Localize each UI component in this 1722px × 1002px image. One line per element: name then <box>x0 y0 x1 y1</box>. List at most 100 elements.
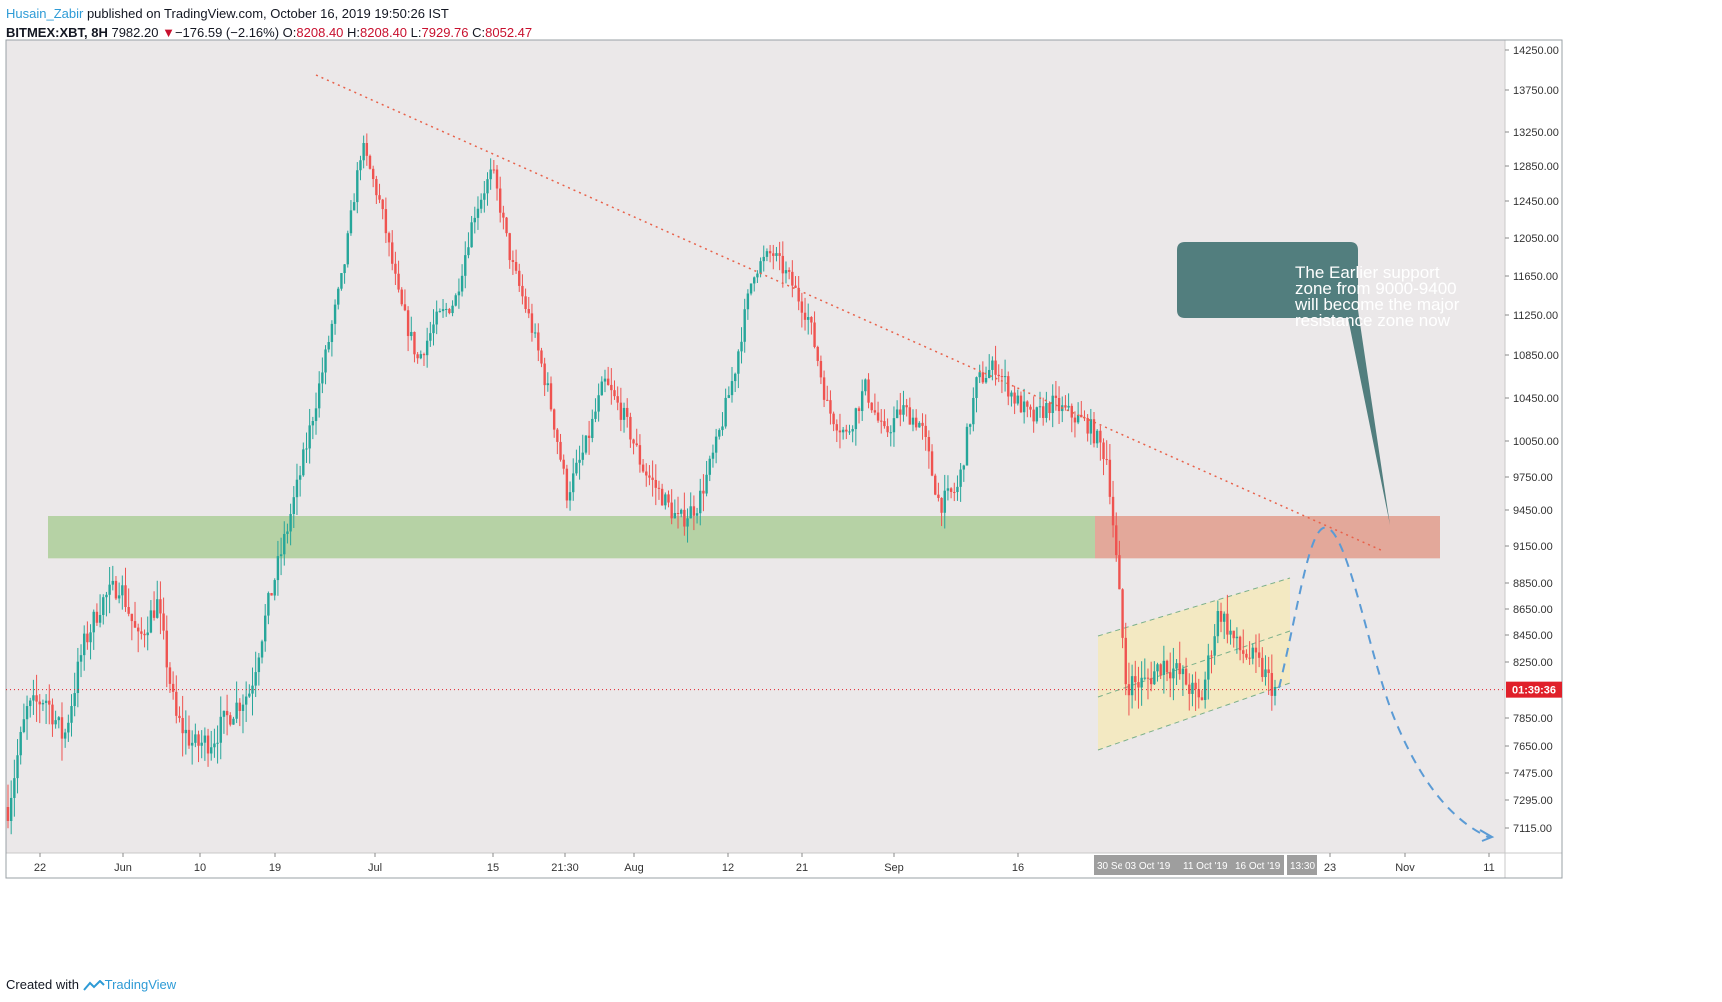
candle-body <box>187 729 191 746</box>
candle-body <box>994 360 997 375</box>
author-link[interactable]: Husain_Zabir <box>6 6 84 21</box>
y-tick-label: 7850.00 <box>1513 713 1553 725</box>
channel-mid-line <box>1097 630 1291 698</box>
candle-body <box>340 273 343 289</box>
candle-body <box>533 332 537 334</box>
time-badge-box <box>1180 855 1232 875</box>
candle-body <box>1054 395 1058 398</box>
candle-body <box>73 693 76 707</box>
candle-body <box>597 395 600 412</box>
candle-body <box>16 755 19 779</box>
candle-body <box>286 531 289 534</box>
candle-body <box>1089 419 1093 434</box>
candle-body <box>1007 376 1010 397</box>
candle-body <box>317 383 321 409</box>
candle-body <box>206 735 210 754</box>
time-badge-box <box>1094 855 1128 875</box>
candle-body <box>225 710 229 716</box>
candle-body <box>1184 668 1188 685</box>
x-tick-label: 12 <box>722 862 734 874</box>
candle-body <box>143 633 146 636</box>
candle-body <box>467 247 470 256</box>
low-value: 7929.76 <box>421 25 469 40</box>
candle-body <box>845 429 848 432</box>
candle-body <box>921 422 924 426</box>
candle-body <box>333 304 337 324</box>
candle-body <box>1242 650 1245 654</box>
candle-body <box>568 492 572 501</box>
candle-body <box>111 580 114 585</box>
y-tick-label: 14250.00 <box>1513 45 1559 57</box>
candle-body <box>1181 668 1185 675</box>
candle-body <box>464 255 467 276</box>
candle-body <box>429 333 432 341</box>
candle-body <box>1000 376 1004 378</box>
candle-body <box>244 696 248 705</box>
candle-body <box>387 233 391 243</box>
candle-body <box>835 424 838 431</box>
candle-body <box>1086 417 1089 434</box>
candle-body <box>1200 697 1204 700</box>
candle-body <box>343 264 346 274</box>
candle-body <box>794 285 797 288</box>
candle-body <box>1178 663 1181 675</box>
candle-body <box>6 807 10 821</box>
symbol-label[interactable]: BITMEX:XBT, 8H <box>6 25 108 40</box>
candle-body <box>375 179 378 196</box>
plot-background <box>6 40 1505 853</box>
candle-body <box>349 210 353 234</box>
y-tick-label: 11250.00 <box>1513 310 1558 322</box>
candle-body <box>521 285 524 297</box>
candle-body <box>603 378 607 382</box>
candle-body <box>753 277 756 284</box>
candle-body <box>772 253 775 256</box>
candle-body <box>594 411 597 419</box>
candle-body <box>708 458 711 475</box>
candle-body <box>683 509 686 527</box>
y-tick-label: 10450.00 <box>1513 393 1559 405</box>
candle-body <box>1032 409 1035 422</box>
candle-body <box>432 324 435 334</box>
y-tick-label: 12450.00 <box>1513 196 1559 208</box>
candle-body <box>22 719 26 732</box>
candle-body <box>413 331 416 355</box>
y-tick-label: 7650.00 <box>1513 741 1553 753</box>
candle-body <box>67 722 70 733</box>
candle-body <box>822 377 826 400</box>
annotation-callout-box <box>1177 242 1390 525</box>
candle-body <box>330 323 334 343</box>
candle-body <box>365 143 369 156</box>
candle-body <box>479 199 483 209</box>
callout-line: zone from 9000-9400 <box>1295 279 1457 298</box>
candle-body <box>435 311 438 325</box>
candle-body <box>860 391 864 412</box>
candle-body <box>787 270 791 272</box>
candle-body <box>476 208 480 218</box>
candle-body <box>1134 676 1137 683</box>
candle-body <box>381 199 384 210</box>
candle-body <box>1102 442 1105 460</box>
candle-body <box>1245 653 1248 658</box>
tradingview-link[interactable]: TradingView <box>104 977 177 992</box>
candle-body <box>1270 673 1274 696</box>
candle-body <box>1226 613 1229 635</box>
candle-body <box>705 474 708 494</box>
candle-body <box>781 255 785 274</box>
candle-body <box>1188 684 1191 694</box>
candle-body <box>1013 392 1016 404</box>
candle-body <box>1051 395 1054 414</box>
candle-body <box>689 506 692 519</box>
candle-body <box>152 610 156 618</box>
candle-body <box>657 487 661 489</box>
candle-body <box>171 683 175 692</box>
price-change: −176.59 (−2.16%) <box>174 25 280 40</box>
projection-arrowhead <box>1479 829 1495 842</box>
candle-body <box>1257 652 1261 658</box>
channel-lower-line <box>1097 682 1291 751</box>
candle-body <box>254 672 257 686</box>
candle-body <box>194 734 197 743</box>
candle-body <box>997 374 1000 377</box>
candle-body <box>978 372 981 378</box>
candle-body <box>117 595 121 599</box>
